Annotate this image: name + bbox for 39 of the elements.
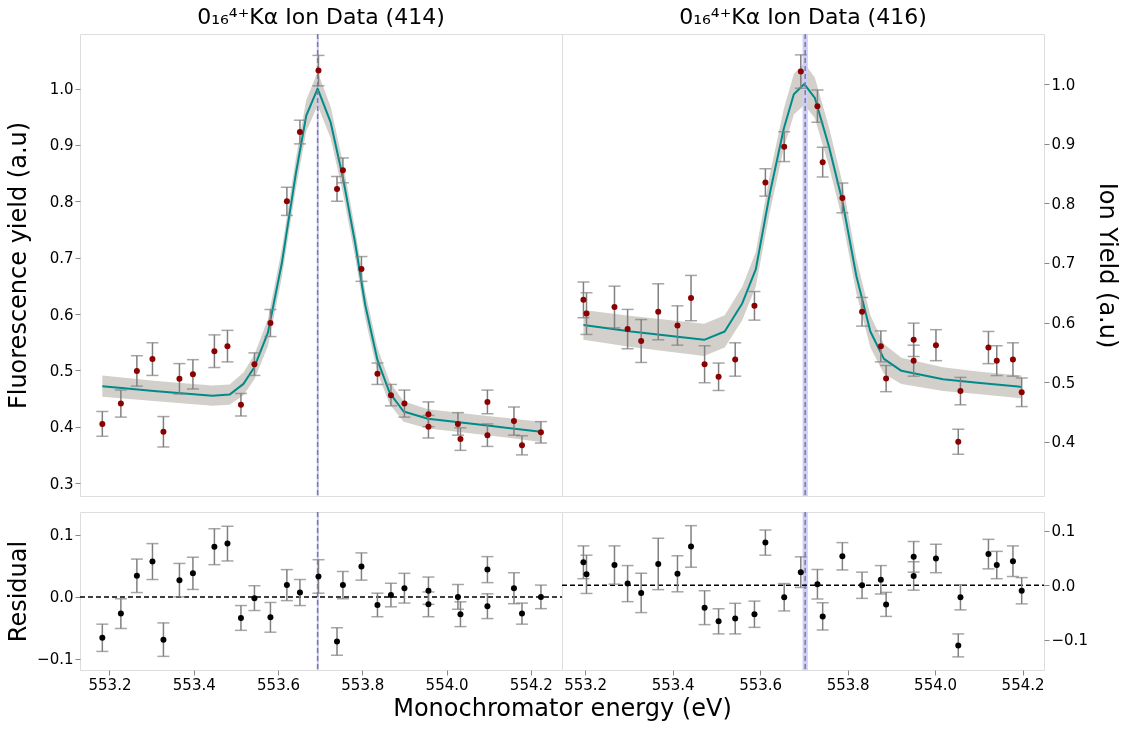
x-tick-label: 554.2	[509, 675, 553, 694]
y2-tick-label: 0.9	[1051, 135, 1076, 154]
y2-tick-label: 0.6	[1051, 314, 1076, 333]
chart-title: 0₁₆⁴⁺Kα Ion Data (416)	[679, 4, 927, 30]
y-axis-title: Residual	[3, 540, 32, 643]
y-tick-label: 0.5	[49, 361, 74, 380]
x-tick-label: 553.2	[88, 675, 132, 694]
y-axis-title: Fluorescence yield (a.u)	[3, 121, 32, 410]
y-tick-label: 0.3	[49, 474, 74, 493]
y2-tick-label: 0.1	[1051, 522, 1076, 541]
y-tick-label: 0.1	[49, 526, 74, 545]
y-tick-label: 1.0	[49, 80, 74, 99]
y-tick-label: 0.6	[49, 305, 74, 324]
x-tick-label: 553.4	[651, 675, 695, 694]
y-tick-label: 0.4	[49, 418, 74, 437]
x-tick-label: 554.2	[1001, 675, 1045, 694]
y2-tick-label: 0.0	[1051, 576, 1076, 595]
y-tick-label: 0.0	[49, 588, 74, 607]
y-tick-label: −0.1	[37, 650, 74, 669]
x-tick-label: 553.6	[257, 675, 300, 694]
x-tick-label: 553.2	[564, 675, 608, 694]
x-tick-label: 554.0	[914, 675, 958, 694]
y2-tick-label: 0.7	[1051, 254, 1076, 273]
y-tick-label: 0.8	[49, 192, 74, 211]
y2-tick-label: 1.0	[1051, 75, 1076, 94]
x-tick-label: 553.4	[172, 675, 216, 694]
x-axis-title: Monochromator energy (eV)	[393, 693, 732, 722]
y2-axis-title: Ion Yield (a.u)	[1093, 182, 1122, 349]
chart-title: 0₁₆⁴⁺Kα Ion Data (414)	[197, 4, 445, 30]
y-tick-label: 0.7	[49, 249, 74, 268]
y2-tick-label: 0.4	[1051, 433, 1076, 452]
y2-tick-label: 0.8	[1051, 194, 1076, 213]
x-tick-label: 554.0	[425, 675, 469, 694]
y2-tick-label: 0.5	[1051, 373, 1076, 392]
y-tick-label: 0.9	[49, 136, 74, 155]
x-tick-label: 553.6	[739, 675, 783, 694]
x-tick-label: 553.8	[341, 675, 385, 694]
y2-tick-label: −0.1	[1051, 631, 1088, 650]
x-tick-label: 553.8	[826, 675, 870, 694]
